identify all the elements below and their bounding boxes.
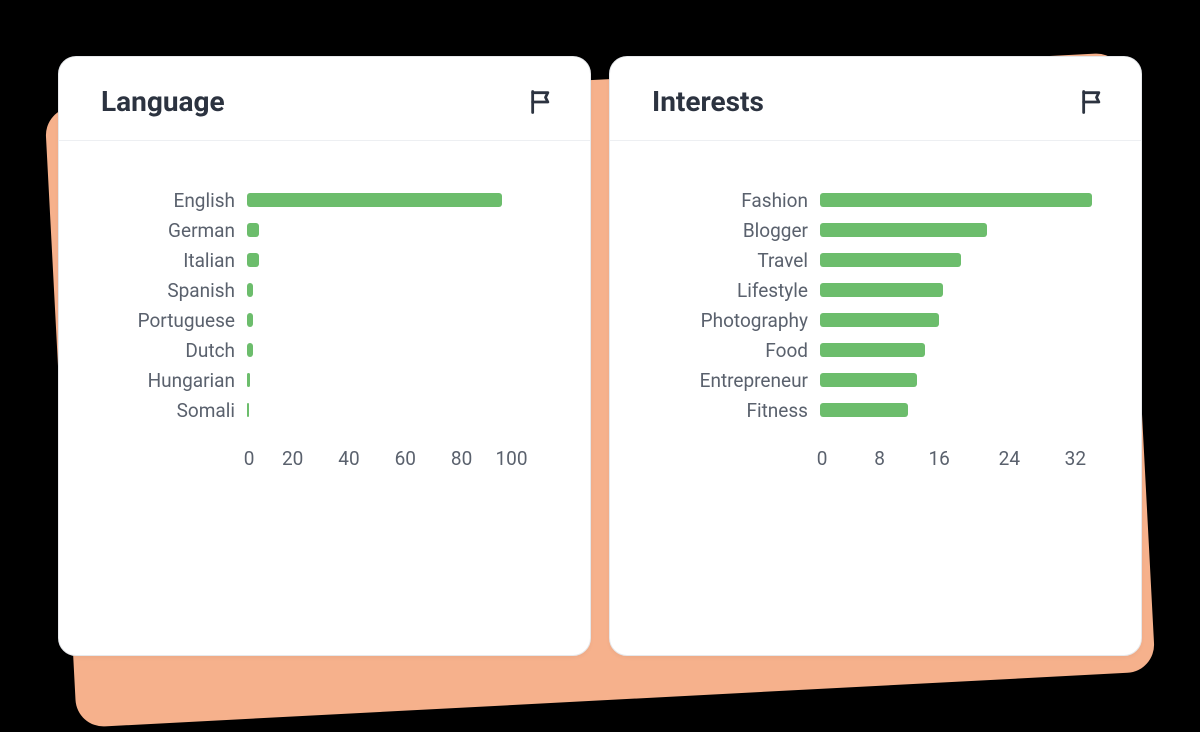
language-card: Language English German Italian Spanish Port… <box>58 56 591 656</box>
chart-row-label: Portuguese <box>59 309 247 332</box>
chart-row: Somali <box>59 395 550 425</box>
chart-row-label: Italian <box>59 249 247 272</box>
chart-row-label: Photography <box>610 309 820 332</box>
interests-chart: Fashion Blogger Travel Lifestyle Photography… <box>610 141 1141 490</box>
axis-tick: 24 <box>999 447 1020 470</box>
axis-tick: 0 <box>244 447 255 470</box>
chart-row: Photography <box>610 305 1101 335</box>
chart-row-track <box>820 185 1101 215</box>
chart-row: Blogger <box>610 215 1101 245</box>
axis-tick: 32 <box>1065 447 1086 470</box>
chart-row-track <box>820 275 1101 305</box>
chart-bar <box>820 373 917 387</box>
chart-row: Italian <box>59 245 550 275</box>
chart-row-track <box>247 365 550 395</box>
chart-row-track <box>247 335 550 365</box>
chart-row-track <box>247 185 550 215</box>
flag-icon[interactable] <box>1079 88 1107 116</box>
interests-card: Interests Fashion Blogger Travel Lifestyle P… <box>609 56 1142 656</box>
chart-bar <box>820 403 908 417</box>
language-card-title: Language <box>101 85 225 118</box>
cards-row: Language English German Italian Spanish Port… <box>58 56 1142 656</box>
chart-row: Fashion <box>610 185 1101 215</box>
chart-row-track <box>820 215 1101 245</box>
chart-row-label: Food <box>610 339 820 362</box>
language-x-axis: 0 20 40 60 80 100 <box>59 447 550 470</box>
chart-bar <box>820 253 961 267</box>
interests-card-header: Interests <box>610 57 1141 141</box>
chart-row-label: Entrepreneur <box>610 369 820 392</box>
chart-row-track <box>247 245 550 275</box>
chart-bar <box>820 313 939 327</box>
chart-bar <box>247 283 253 297</box>
chart-bar <box>247 223 259 237</box>
language-card-header: Language <box>59 57 590 141</box>
chart-row-label: Dutch <box>59 339 247 362</box>
chart-row: Spanish <box>59 275 550 305</box>
chart-row-track <box>820 365 1101 395</box>
chart-row-label: Travel <box>610 249 820 272</box>
chart-row-track <box>247 305 550 335</box>
interests-card-title: Interests <box>652 85 764 118</box>
chart-bar <box>247 403 249 417</box>
chart-row-label: Spanish <box>59 279 247 302</box>
chart-row-track <box>820 305 1101 335</box>
axis-tick: 20 <box>282 447 303 470</box>
chart-bar <box>820 223 987 237</box>
chart-row: German <box>59 215 550 245</box>
chart-row-label: Fitness <box>610 399 820 422</box>
chart-row-label: Fashion <box>610 189 820 212</box>
chart-bar <box>247 313 253 327</box>
axis-tick: 60 <box>395 447 416 470</box>
chart-row-track <box>247 215 550 245</box>
axis-tick: 100 <box>495 447 527 470</box>
axis-tick: 40 <box>338 447 359 470</box>
chart-bar <box>247 373 250 387</box>
chart-row: Lifestyle <box>610 275 1101 305</box>
chart-row-track <box>247 395 550 425</box>
flag-icon[interactable] <box>528 88 556 116</box>
chart-bar <box>247 193 502 207</box>
chart-row-label: Lifestyle <box>610 279 820 302</box>
chart-row: Food <box>610 335 1101 365</box>
chart-bar <box>820 343 925 357</box>
chart-bar <box>820 283 943 297</box>
axis-tick: 8 <box>874 447 885 470</box>
chart-row-label: Hungarian <box>59 369 247 392</box>
chart-row: Dutch <box>59 335 550 365</box>
chart-row-label: Blogger <box>610 219 820 242</box>
chart-row: Entrepreneur <box>610 365 1101 395</box>
chart-row-track <box>820 335 1101 365</box>
chart-row-label: German <box>59 219 247 242</box>
chart-row: English <box>59 185 550 215</box>
chart-row: Hungarian <box>59 365 550 395</box>
chart-row-label: Somali <box>59 399 247 422</box>
chart-row-track <box>820 245 1101 275</box>
chart-row: Portuguese <box>59 305 550 335</box>
axis-tick: 0 <box>817 447 828 470</box>
chart-row-track <box>247 275 550 305</box>
interests-x-axis: 0 8 16 24 32 <box>610 447 1101 470</box>
language-chart: English German Italian Spanish Portuguese Dut… <box>59 141 590 490</box>
axis-tick: 80 <box>451 447 472 470</box>
chart-row-track <box>820 395 1101 425</box>
chart-bar <box>820 193 1092 207</box>
chart-row: Fitness <box>610 395 1101 425</box>
chart-row-label: English <box>59 189 247 212</box>
axis-tick: 16 <box>928 447 949 470</box>
chart-bar <box>247 343 253 357</box>
chart-row: Travel <box>610 245 1101 275</box>
chart-bar <box>247 253 259 267</box>
